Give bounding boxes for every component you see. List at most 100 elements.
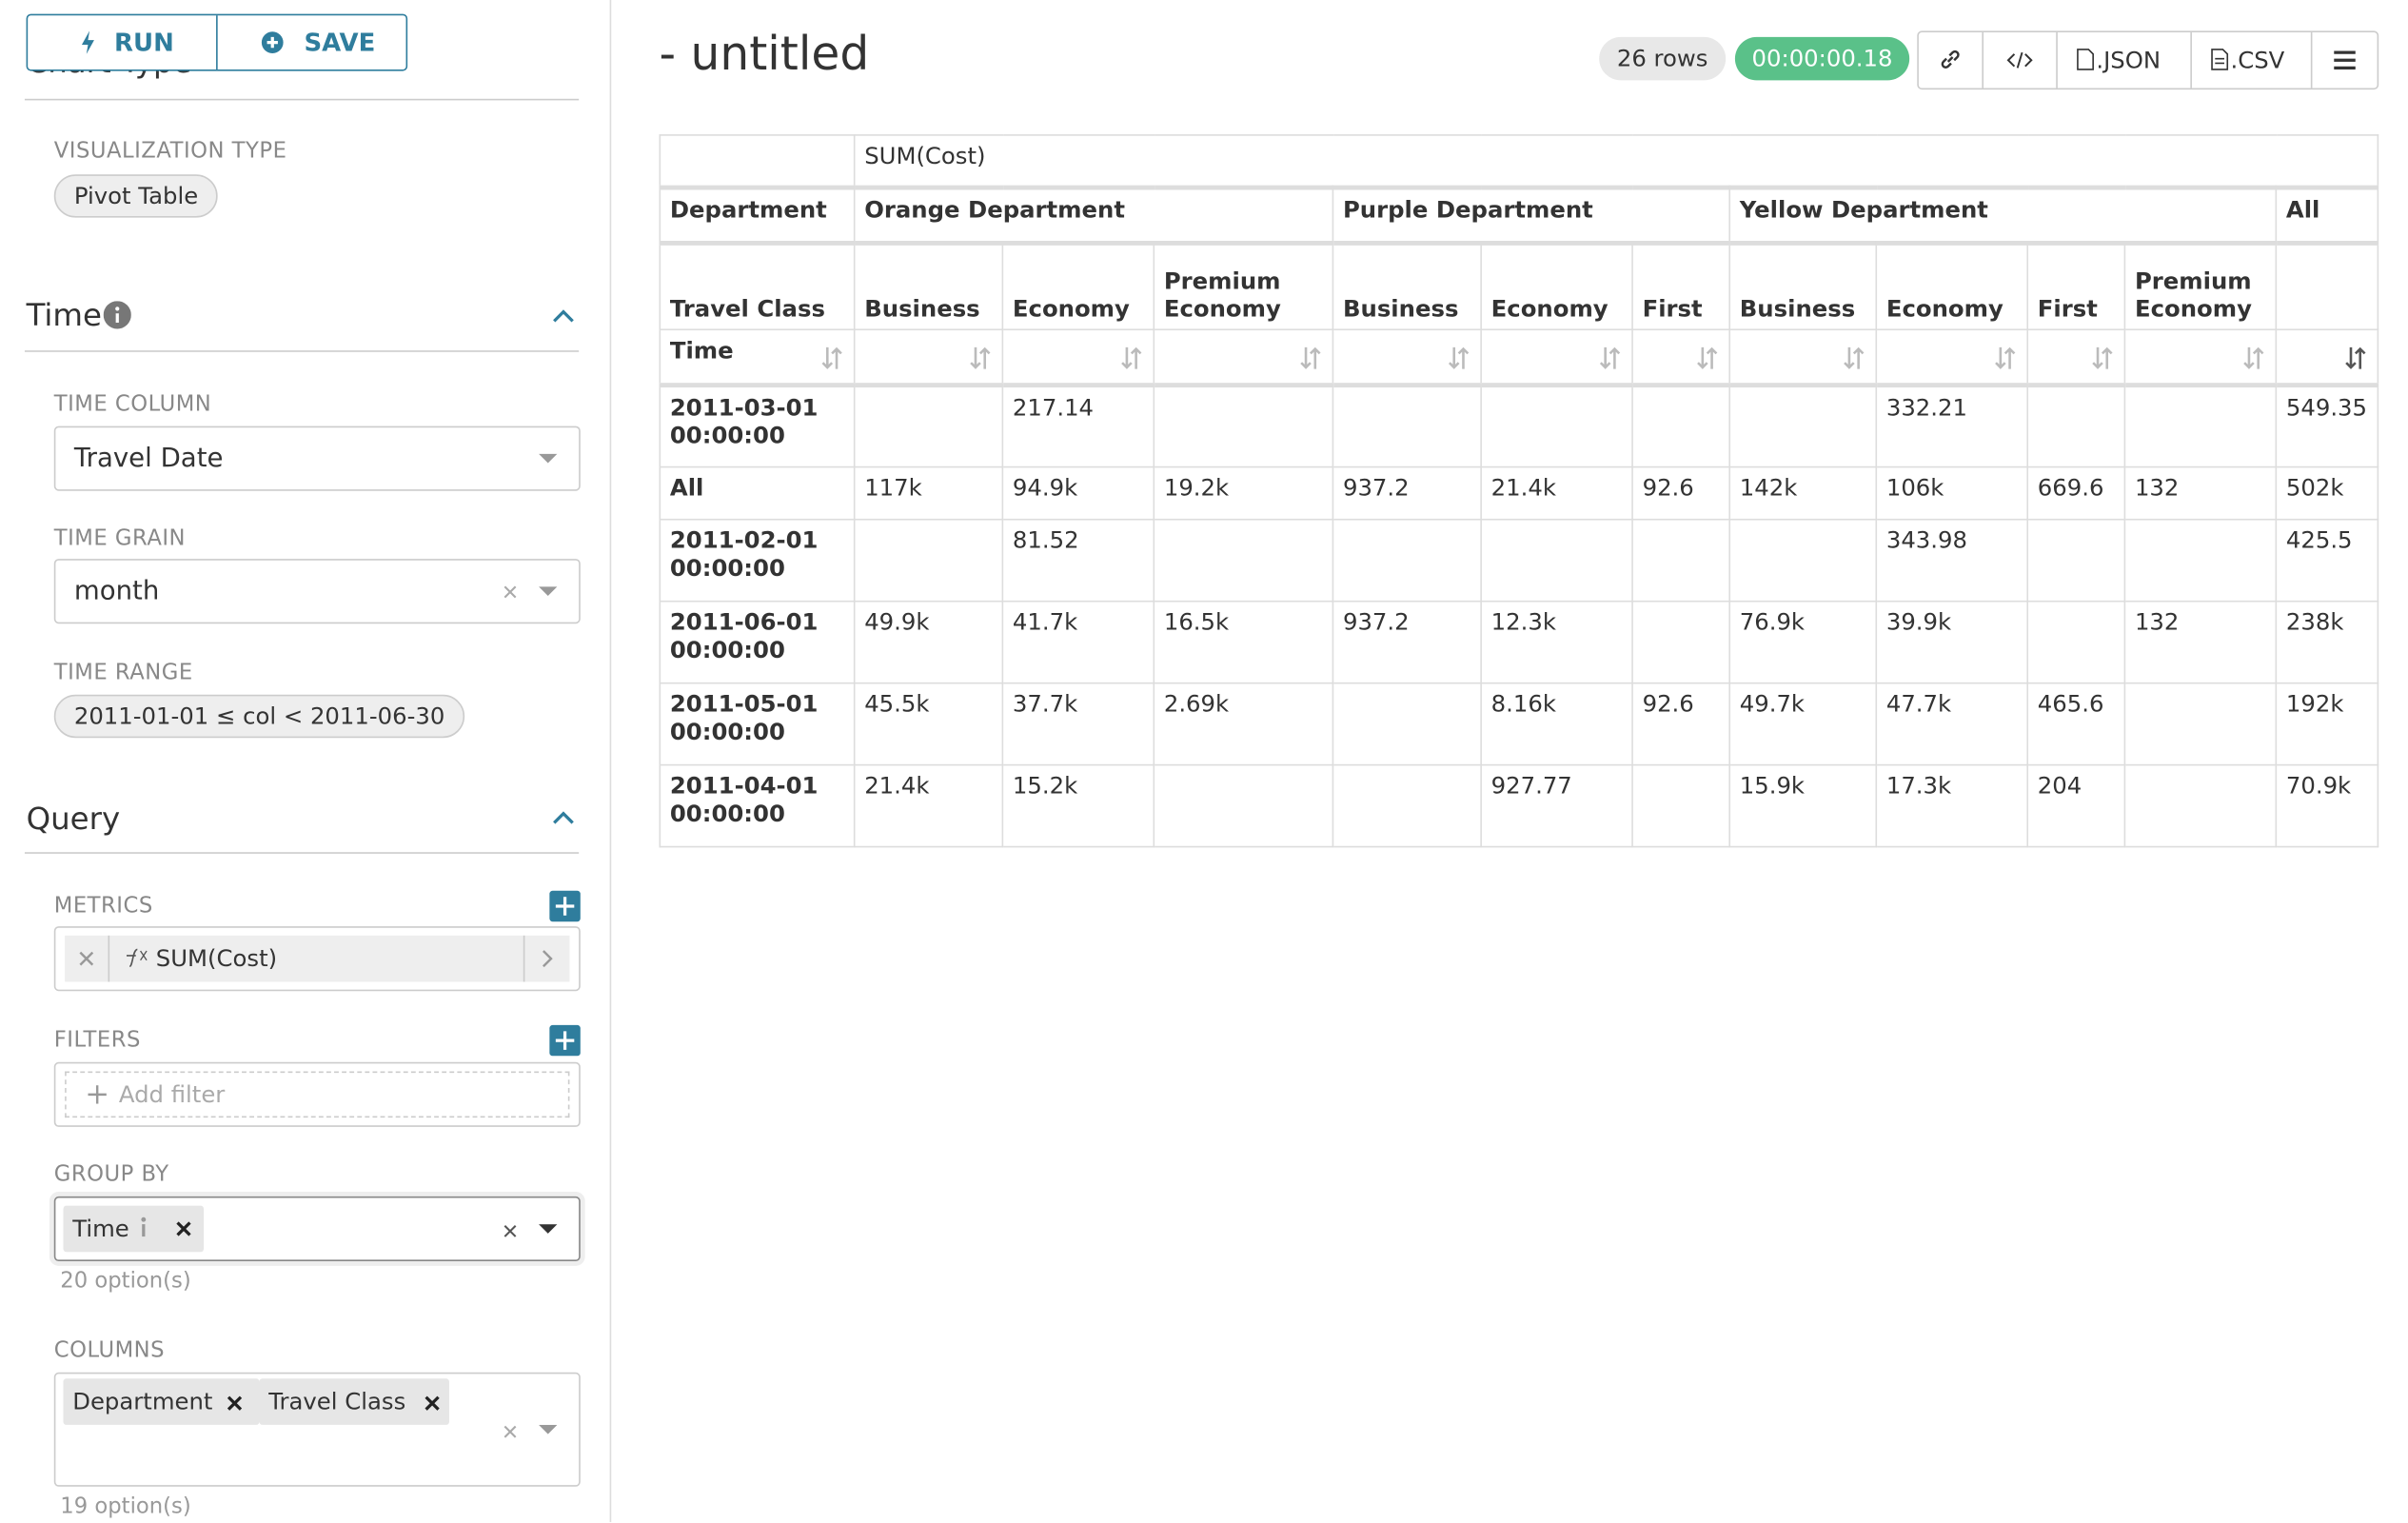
info-icon[interactable] <box>139 1216 148 1238</box>
group-by-chip: Time <box>63 1205 205 1253</box>
metrics-box: SUM(Cost) <box>53 926 581 992</box>
class-header-text: Premium Economy <box>2134 267 2252 323</box>
group-by-select[interactable]: Time <box>53 1196 581 1262</box>
add-filter[interactable] <box>549 1024 581 1057</box>
csv-button[interactable]: .CSV <box>2192 32 2313 89</box>
select-value: month <box>73 575 160 607</box>
sort-cell <box>1728 328 1878 388</box>
remove-icon[interactable] <box>227 1395 243 1411</box>
value-cell: 142k <box>1728 465 1878 521</box>
value-cell: 37.7k <box>1001 682 1155 766</box>
columns-select[interactable]: Department Travel Class <box>53 1372 581 1487</box>
save-label: SAVE <box>304 28 376 58</box>
clear-icon[interactable] <box>503 1425 518 1439</box>
sort-cell <box>2026 328 2126 388</box>
column-chip: Travel Class <box>259 1378 449 1425</box>
add-metric[interactable] <box>549 890 581 922</box>
class-header-text: Business <box>1342 294 1459 323</box>
row-label: 2011-03-01 00:00:00 <box>659 384 856 468</box>
value-cell: 15.2k <box>1001 763 1155 848</box>
code-icon <box>2006 51 2033 69</box>
remove-icon[interactable] <box>424 1395 440 1411</box>
query-duration: 00:00:00.18 <box>1734 36 1910 81</box>
button-label: .JSON <box>2096 46 2161 74</box>
time-grain-select[interactable]: month <box>53 559 581 624</box>
column-header-label: Department <box>659 187 856 246</box>
embed-button[interactable] <box>1984 32 2058 89</box>
row-count: 26 rows <box>1599 36 1727 81</box>
value-cell: 81.52 <box>1001 518 1155 603</box>
value-cell: 39.9k <box>1875 600 2029 684</box>
sort-icon[interactable] <box>969 346 991 370</box>
run-button[interactable]: RUN <box>28 15 218 69</box>
value-cell: 49.7k <box>1728 682 1878 766</box>
value-cell: 21.4k <box>1480 465 1633 521</box>
json-button[interactable]: .JSON <box>2058 32 2192 89</box>
clear-icon[interactable] <box>503 585 518 600</box>
department-header: Orange Department <box>853 187 1334 246</box>
value-cell-text: 8.16k <box>1490 689 1556 719</box>
run-label: RUN <box>114 28 174 58</box>
remove-icon[interactable] <box>176 1221 191 1236</box>
sort-icon[interactable] <box>1696 346 1718 370</box>
export-buttons: .JSON .CSV <box>1917 30 2379 90</box>
value-cell-text: 17.3k <box>1885 771 1952 801</box>
link-button[interactable] <box>1919 32 1984 89</box>
sort-icon[interactable] <box>821 346 843 370</box>
sort-icon[interactable] <box>2242 346 2264 370</box>
value-cell-text: 927.77 <box>1490 771 1572 801</box>
time-column-select[interactable]: Travel Date <box>53 425 581 491</box>
value-cell: 17.3k <box>1875 763 2029 848</box>
value-cell <box>1480 384 1633 468</box>
data-row: 2011-06-01 00:00:00 49.9k 41.7k 16.5k 937.2 1… <box>659 600 2378 684</box>
menu-button[interactable] <box>2312 32 2377 88</box>
class-header-text: First <box>2037 294 2098 323</box>
data-row: 2011-02-01 00:00:00 81.52 343.98 425.5 <box>659 518 2378 603</box>
class-header: Business <box>1332 242 1482 331</box>
sort-icon[interactable] <box>2344 346 2366 370</box>
sort-icon[interactable] <box>1300 346 1322 370</box>
sort-icon[interactable] <box>1599 346 1621 370</box>
value-cell: 132 <box>2123 465 2278 521</box>
value-cell-text: 37.7k <box>1012 689 1078 719</box>
sort-icon[interactable] <box>1994 346 2016 370</box>
collapse-icon[interactable] <box>551 308 576 324</box>
save-button[interactable]: SAVE <box>218 15 406 69</box>
class-header-text: Economy <box>1490 294 1609 323</box>
value-cell-text: 465.6 <box>2037 689 2104 719</box>
plus-icon <box>88 1085 107 1104</box>
sort-icon[interactable] <box>1448 346 1470 370</box>
department-header: Purple Department <box>1332 187 1731 246</box>
info-icon[interactable] <box>103 301 131 329</box>
collapse-icon[interactable] <box>551 810 576 825</box>
action-buttons: RUN SAVE <box>26 13 408 71</box>
metric-chip[interactable]: SUM(Cost) <box>65 935 570 982</box>
value-cell-text: 132 <box>2134 607 2180 637</box>
value-cell: 94.9k <box>1001 465 1155 521</box>
metric-header-text: SUM(Cost) <box>864 142 986 170</box>
time-range[interactable]: 2011-01-01 ≤ col < 2011-06-30 <box>53 694 465 739</box>
department-header-text: Yellow Department <box>1739 195 1988 225</box>
clear-icon[interactable] <box>503 1224 518 1238</box>
value-cell: 92.6 <box>1631 682 1731 766</box>
field-label: METRICS <box>53 894 153 919</box>
value-cell-text: 49.9k <box>864 607 930 637</box>
value-cell-text: 12.3k <box>1490 607 1556 637</box>
visualization-type[interactable]: Pivot Table <box>53 174 219 218</box>
chip-label: Department <box>72 1387 213 1416</box>
remove-icon[interactable] <box>79 951 94 966</box>
value-cell <box>1153 518 1334 603</box>
row-label-text: 2011-03-01 00:00:00 <box>669 393 819 449</box>
sort-icon[interactable] <box>1843 346 1865 370</box>
row-label-text: 2011-02-01 00:00:00 <box>669 526 819 583</box>
value-cell-text: 47.7k <box>1885 689 1952 719</box>
section-title: Query <box>26 800 121 838</box>
sort-icon[interactable] <box>2092 346 2114 370</box>
dropdown-icon <box>539 1424 558 1434</box>
column-header-label: Travel Class <box>659 242 856 331</box>
sort-icon[interactable] <box>1120 346 1142 370</box>
add-filter-button[interactable]: Add filter <box>65 1071 570 1118</box>
value-cell <box>853 518 1004 603</box>
value-cell: 45.5k <box>853 682 1004 766</box>
value-cell <box>1332 384 1482 468</box>
